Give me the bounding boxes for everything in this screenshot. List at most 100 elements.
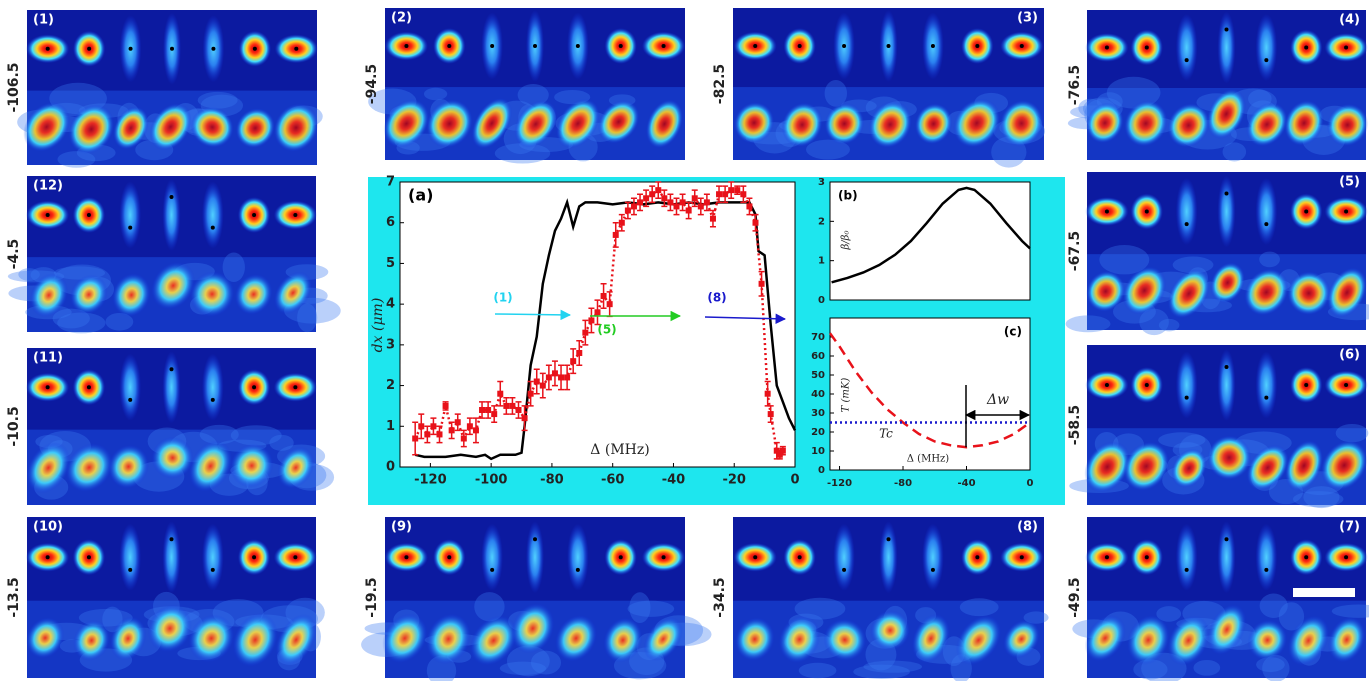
annotation-label: (5) [597,323,616,337]
y-axis-label: β/β₀ [841,231,852,251]
marker [491,411,498,418]
panel-label: (1) [33,13,54,28]
dot [252,385,257,390]
dot [1264,222,1269,227]
marker [551,370,558,377]
dot [404,44,409,48]
density-blob [188,614,235,663]
marker [612,231,619,238]
density-blob [914,103,953,145]
density-blob [471,98,512,149]
image-panel: (3) [733,8,1046,168]
marker [746,203,753,210]
density-blob [514,100,558,148]
width-label: Δw [986,392,1009,408]
marker [533,378,540,385]
density-blob [1123,441,1170,491]
dot [169,537,174,542]
image-panel: (9) [361,517,712,686]
dot [1104,209,1109,214]
marker [779,447,786,454]
y-tick-label: 0 [386,460,395,475]
atom-cloud [119,523,142,591]
noise [1278,602,1305,631]
density-blob [230,443,274,488]
dot [169,195,174,199]
noise [798,662,837,679]
atom-cloud [1175,13,1198,82]
plot-area [829,181,1031,301]
dot [661,44,666,48]
dot [753,555,758,560]
dot [490,567,495,572]
noise [1065,315,1111,333]
dot [1144,555,1149,560]
marker [576,350,583,356]
scale-bar [1293,588,1355,597]
density-blob [511,603,555,654]
density-blob [426,99,473,148]
marker [618,219,625,226]
noise [530,650,562,675]
x-axis-label: Δ (MHz) [907,454,950,465]
detuning-label: -13.5 [6,577,22,617]
density-blob [781,102,823,147]
marker [570,358,577,365]
y-tick-label: 10 [811,446,825,457]
noise [1262,654,1290,682]
chart-title: (a) [408,186,433,205]
density-blob [1284,100,1324,146]
density-blob [29,273,68,318]
marker [722,191,729,198]
marker [460,435,467,442]
dot [1224,365,1229,369]
noise [423,87,448,101]
atom-cloud [162,351,181,424]
density-blob [1086,102,1124,144]
noise [52,308,90,329]
annotation-arrow [494,309,572,321]
detuning-label: -4.5 [6,239,22,270]
density-blob [73,620,110,661]
density-blob [1003,619,1040,659]
marker [448,427,455,434]
panel-label: (7) [1339,520,1360,535]
panel-label: (10) [33,520,63,535]
x-tick-label: -60 [601,473,625,488]
marker [558,374,565,381]
atom-cloud [833,523,855,591]
dot [1344,555,1349,560]
density-blob [555,615,597,662]
density-blob [1167,615,1210,666]
dot [1184,58,1189,63]
y-axis-label: dx (μm) [370,298,386,353]
density-blob [1328,616,1366,663]
density-blob [735,617,775,661]
marker [697,203,704,210]
atom-cloud [1175,177,1198,246]
marker [758,280,765,287]
density-blob [955,615,1002,665]
x-tick-label: 0 [790,473,799,488]
y-tick-label: 0 [818,465,825,476]
density-blob [190,106,234,148]
y-axis-label: T (mK) [841,378,852,413]
image-panel: (2) [368,8,686,164]
panel-label: (9) [391,520,412,535]
x-tick-label: -100 [475,473,508,488]
noise [230,425,282,446]
marker [515,407,522,413]
density-blob [149,103,192,151]
density-blob [1167,103,1210,148]
noise [494,143,551,164]
series-line [828,332,1031,449]
marker [479,407,486,413]
dot [1019,555,1024,560]
atom-cloud [481,523,503,591]
y-tick-label: 3 [818,177,825,188]
density-blob [235,108,275,149]
detuning-label: -76.5 [1067,65,1083,105]
marker [691,195,698,202]
series-line [414,198,797,461]
noise [105,313,134,331]
